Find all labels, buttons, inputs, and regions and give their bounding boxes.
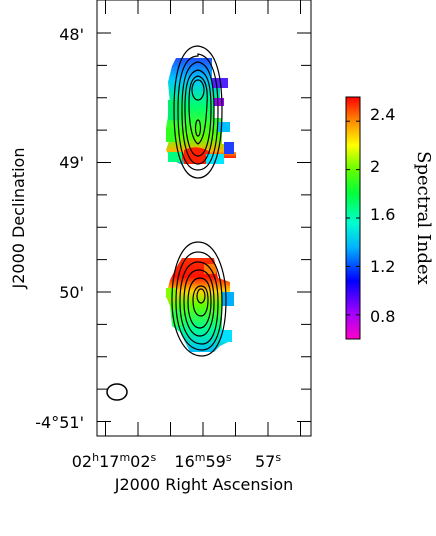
beam-ellipse <box>106 383 128 401</box>
y-tick-label: -4°51' <box>35 413 84 432</box>
y-axis-label: J2000 Declination <box>9 148 28 290</box>
colorbar-tick-label: 2.4 <box>370 105 395 124</box>
y-tick-label: 48' <box>59 25 84 44</box>
x-tick-label: 57s <box>255 451 281 471</box>
colorbar-tick-label: 0.8 <box>370 307 395 326</box>
axis-ticks <box>97 0 311 436</box>
plot-frame <box>96 0 312 437</box>
colorbar-tick-label: 2 <box>370 157 380 176</box>
lobe-south-contours <box>171 241 227 357</box>
x-axis-label: J2000 Right Ascension <box>114 475 294 494</box>
colorbar-tick-label: 1.6 <box>370 205 395 224</box>
x-tick-labels: 02h17m02s 16m59s 57s <box>72 451 282 471</box>
x-tick-label: 16m59s <box>174 451 231 471</box>
lobe-north-contours <box>173 45 223 179</box>
x-tick-label: 02h17m02s <box>72 451 157 471</box>
y-tick-label: 50' <box>59 283 84 302</box>
colorbar-title: Spectral Index <box>413 151 434 285</box>
y-tick-label: 49' <box>59 153 84 172</box>
colorbar: 2.4 2 1.6 1.2 0.8 Spectral Index <box>345 96 434 340</box>
y-tick-labels: 48' 49' 50' -4°51' <box>35 25 84 432</box>
colorbar-tick-label: 1.2 <box>370 257 395 276</box>
